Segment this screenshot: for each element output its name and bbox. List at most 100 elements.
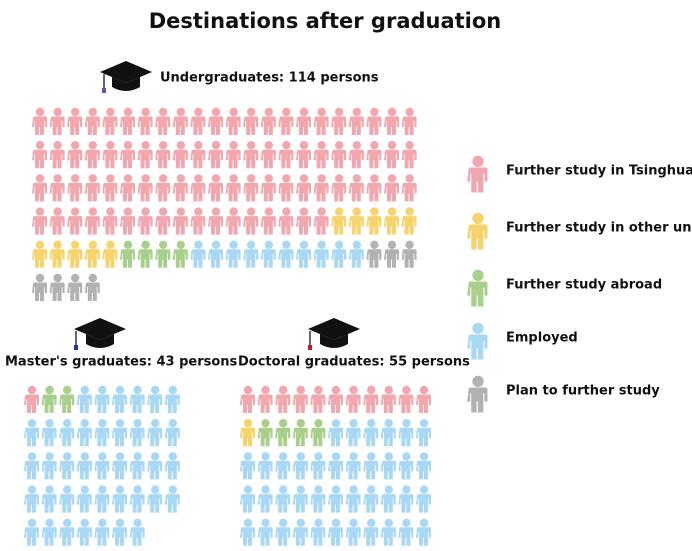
person-icon — [278, 207, 294, 235]
person-icon — [24, 419, 39, 447]
person-icon — [84, 107, 100, 135]
person-icon — [310, 452, 326, 480]
person-icon — [94, 485, 110, 513]
person-icon — [76, 419, 92, 447]
person-icon — [296, 240, 311, 268]
person-icon — [84, 141, 100, 169]
person-icon — [328, 385, 343, 413]
group-label: Undergraduates: 114 persons — [160, 71, 379, 86]
person-icon — [296, 141, 311, 169]
person-icon — [137, 107, 153, 135]
person-icon — [348, 141, 364, 169]
person-icon — [240, 419, 255, 447]
person-icon — [345, 518, 361, 546]
person-icon — [380, 419, 396, 447]
person-icon — [416, 452, 431, 480]
person-icon — [366, 240, 382, 268]
person-icon — [345, 385, 361, 413]
legend-label: Plan to further study — [506, 384, 660, 399]
person-icon — [380, 385, 396, 413]
cap-icon — [308, 318, 360, 350]
person-icon — [41, 518, 57, 546]
legend-label: Employed — [506, 331, 578, 346]
person-icon — [243, 207, 259, 235]
person-icon — [67, 107, 83, 135]
person-icon — [260, 240, 276, 268]
person-icon — [401, 207, 417, 235]
person-icon — [257, 485, 273, 513]
person-icon — [208, 141, 223, 169]
person-icon — [147, 485, 163, 513]
person-icon — [120, 207, 135, 235]
person-icon — [155, 207, 171, 235]
person-icon — [41, 452, 57, 480]
person-icon — [260, 207, 276, 235]
person-icon — [208, 207, 223, 235]
person-icon — [260, 141, 276, 169]
person-icon — [384, 107, 399, 135]
person-icon — [296, 107, 311, 135]
person-icon — [398, 452, 414, 480]
person-icon — [243, 174, 259, 202]
person-icon — [366, 174, 382, 202]
person-icon — [32, 240, 47, 268]
person-icon — [102, 174, 118, 202]
person-icon — [137, 207, 153, 235]
person-icon — [240, 385, 255, 413]
person-icon — [112, 485, 127, 513]
person-icon — [363, 419, 379, 447]
person-icon — [24, 485, 39, 513]
person-icon — [313, 207, 329, 235]
person-icon — [84, 174, 100, 202]
person-icon — [278, 107, 294, 135]
person-icon — [172, 240, 188, 268]
person-icon — [275, 419, 291, 447]
person-icon — [49, 273, 65, 301]
person-icon — [164, 385, 180, 413]
person-icon — [257, 518, 273, 546]
person-icon — [296, 174, 311, 202]
person-icon — [243, 107, 259, 135]
person-icon — [112, 518, 127, 546]
person-icon — [384, 174, 399, 202]
person-icon — [129, 385, 145, 413]
person-icon — [328, 518, 343, 546]
person-icon — [467, 269, 488, 307]
person-icon — [292, 385, 308, 413]
person-icon — [225, 174, 241, 202]
person-icon — [278, 174, 294, 202]
person-icon — [76, 518, 92, 546]
person-icon — [416, 518, 431, 546]
person-icon — [380, 485, 396, 513]
person-icon — [257, 419, 273, 447]
person-icon — [94, 385, 110, 413]
person-icon — [243, 240, 259, 268]
person-icon — [260, 174, 276, 202]
person-icon — [190, 207, 206, 235]
person-icon — [102, 240, 118, 268]
legend-label: Further study in Tsinghua — [506, 164, 692, 179]
person-icon — [147, 452, 163, 480]
person-icon — [208, 240, 223, 268]
person-icon — [310, 485, 326, 513]
person-icon — [49, 240, 65, 268]
legend-label: Further study in other units — [506, 221, 692, 236]
person-icon — [94, 518, 110, 546]
person-icon — [384, 240, 399, 268]
person-icon — [49, 207, 65, 235]
person-icon — [129, 485, 145, 513]
person-icon — [41, 419, 57, 447]
person-icon — [67, 207, 83, 235]
person-icon — [331, 141, 347, 169]
person-icon — [313, 141, 329, 169]
person-icon — [172, 174, 188, 202]
person-icon — [380, 452, 396, 480]
person-icon — [32, 107, 47, 135]
person-icon — [155, 240, 171, 268]
person-icon — [24, 452, 39, 480]
person-icon — [49, 141, 65, 169]
person-icon — [331, 207, 347, 235]
person-icon — [331, 174, 347, 202]
